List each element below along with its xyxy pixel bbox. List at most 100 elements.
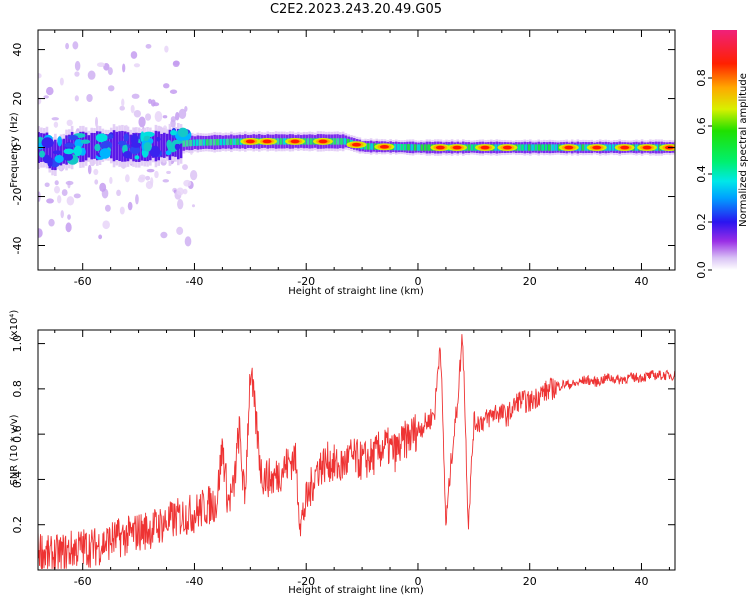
spectrogram-ridge (309, 138, 313, 145)
spectrogram-ridge (554, 144, 558, 151)
spectrogram-noise-speck (60, 210, 64, 219)
spectrogram-ridge (182, 140, 186, 147)
spectrogram-blob (63, 148, 75, 155)
spectrogram-frame (37, 29, 676, 271)
spectrogram-ridge (427, 144, 431, 151)
spectrogram-ridge (420, 144, 424, 151)
spectrogram-envelope-core (129, 134, 133, 160)
spectrogram-peak (379, 145, 389, 149)
spectrogram-envelope-core (190, 135, 194, 151)
spectrogram-noise-speck (145, 113, 152, 121)
spectrogram-ridge (407, 144, 410, 151)
spectrogram-ridge (219, 138, 223, 146)
spectrogram-peak (290, 139, 300, 144)
spectrogram-noise-speck (150, 99, 156, 107)
spectrogram-peak (245, 139, 255, 144)
spectrogram-ridge (581, 144, 585, 151)
spectrogram-noise-speck (130, 51, 138, 59)
spectrogram-ridge (635, 144, 638, 151)
spectrogram-x-tick-label: 40 (634, 275, 648, 288)
spectrogram-ridge (306, 138, 310, 145)
spectrogram-noise-speck (170, 116, 177, 123)
spectrogram-y-tick-label: 40 (11, 43, 24, 57)
spectrogram-peak (642, 145, 652, 150)
colorbar-tick-label: 0.4 (695, 165, 708, 183)
spectrogram-noise-speck (66, 119, 73, 127)
spectrogram-ridge (413, 144, 417, 151)
spectrogram-ridge (534, 144, 538, 151)
spectrogram-envelope-core (84, 132, 88, 161)
spectrogram-ridge (517, 144, 521, 151)
spectrogram-noise-speck (94, 179, 99, 185)
spectrogram-noise-speck (138, 116, 146, 128)
spectrogram-envelope-core (610, 142, 613, 153)
spectrogram-ridge (521, 144, 524, 151)
spectrogram-envelope-core (341, 134, 345, 149)
spectrogram-noise-speck (169, 89, 178, 94)
spectrogram-ridge (541, 144, 545, 151)
spectrogram-blob (107, 133, 114, 140)
spectrogram-envelope-core (224, 135, 228, 149)
snr-y-tick-label: 0.6 (11, 425, 24, 443)
spectrogram-noise-speck (72, 41, 79, 50)
spectrogram-blob (170, 130, 177, 136)
spectrogram-noise-speck (65, 42, 69, 50)
snr-frame (37, 329, 676, 571)
spectrogram-ridge (470, 144, 474, 151)
spectrogram-envelope-core (526, 142, 529, 154)
spectrogram-ridge (611, 144, 615, 151)
spectrogram-x-tick-label: 20 (523, 275, 537, 288)
spectrogram-noise-speck (133, 63, 141, 68)
spectrogram-noise-speck (135, 194, 139, 205)
spectrogram-noise-speck (87, 70, 96, 80)
spectrogram-noise-speck (53, 185, 61, 194)
spectrogram-envelope-core (90, 132, 93, 160)
spectrogram-envelope-core (82, 131, 85, 162)
snr-x-tick-label: 40 (634, 575, 648, 588)
spectrogram-ridge (551, 144, 555, 151)
spectrogram-ridge (232, 138, 236, 145)
spectrogram-noise-speck (61, 189, 68, 196)
colorbar-label: Normalized spectral amplitude (738, 73, 749, 227)
spectrogram-ridge (400, 143, 404, 151)
spectrogram-ridge (544, 144, 548, 151)
spectrogram-ridge (209, 139, 213, 146)
spectrogram-heatmap (38, 41, 675, 247)
spectrogram-ridge (340, 138, 343, 145)
spectrogram-blob (165, 150, 172, 156)
spectrogram-ridge (279, 138, 283, 145)
spectrogram-ridge (199, 139, 203, 146)
spectrogram-blob (54, 155, 64, 163)
spectrogram-ridge (397, 143, 400, 151)
spectrogram-envelope-core (51, 142, 54, 170)
spectrogram-ridge (393, 143, 397, 151)
spectrogram-noise-speck (116, 189, 121, 197)
snr-y-tick-label: 1.0 (11, 335, 24, 353)
spectrogram-ridge (276, 138, 280, 145)
spectrogram-noise-speck (96, 62, 105, 68)
spectrogram-noise-speck (119, 206, 125, 215)
spectrogram-ridge (222, 138, 226, 146)
spectrogram-y-tick-label: -20 (11, 188, 24, 206)
spectrogram-blob (80, 139, 91, 144)
spectrogram-envelope-core (179, 129, 183, 159)
spectrogram-blob (95, 133, 108, 143)
spectrogram-envelope-core (115, 131, 119, 161)
spectrogram-noise-speck (59, 77, 64, 86)
spectrogram-ridge (417, 144, 420, 151)
spectrogram-noise-speck (137, 176, 145, 183)
spectrogram-noise-speck (67, 214, 71, 220)
colorbar-tick-label: 0.2 (695, 213, 708, 231)
spectrogram-envelope-core (408, 141, 412, 154)
spectrogram-noise-speck (160, 231, 168, 239)
colorbar-ticks: 0.0 0.2 0.4 0.6 0.8 (695, 69, 712, 279)
spectrogram-y-tick-label: -40 (11, 237, 24, 255)
spectrogram-peak (620, 145, 630, 150)
spectrogram-ridge (216, 138, 219, 146)
spectrogram-peak (452, 145, 462, 150)
spectrogram-noise-speck (163, 83, 170, 89)
spectrogram-ridge (189, 139, 192, 147)
spectrogram-ridge (537, 144, 541, 151)
spectrogram-noise-speck (190, 170, 198, 181)
spectrogram-ridge (410, 144, 414, 151)
